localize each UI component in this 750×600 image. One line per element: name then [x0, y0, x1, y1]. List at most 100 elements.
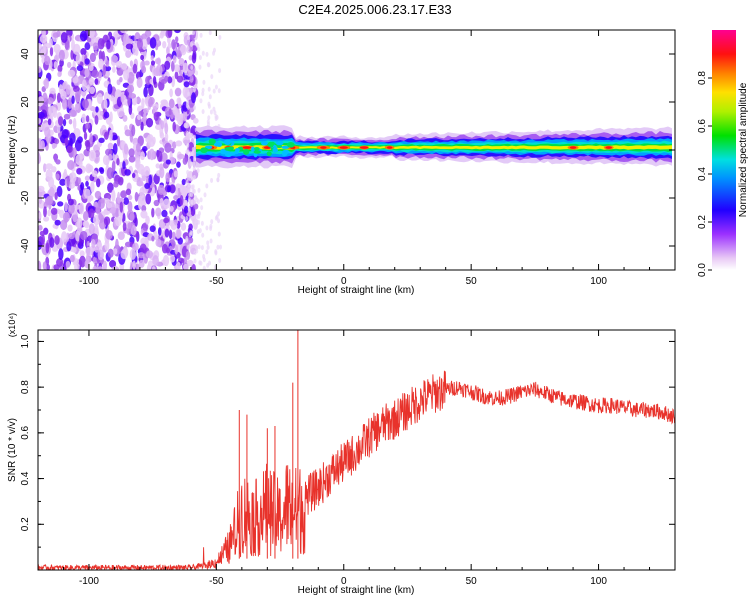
noise-blob — [175, 140, 183, 147]
noise-blob — [49, 87, 56, 95]
noise-blob — [88, 149, 97, 162]
noise-blob — [69, 132, 76, 145]
noise-blob — [176, 113, 184, 126]
noise-blob — [165, 172, 170, 183]
noise-blob — [199, 260, 203, 266]
noise-blob — [195, 245, 199, 251]
noise-blob — [181, 258, 185, 264]
noise-blob — [134, 191, 139, 202]
noise-blob — [185, 149, 189, 155]
noise-blob — [43, 216, 50, 222]
noise-blob — [109, 111, 113, 123]
noise-blob — [66, 61, 72, 69]
noise-blob — [180, 222, 187, 231]
noise-blob — [182, 62, 189, 74]
y-tick-label: 1.0 — [20, 334, 31, 348]
noise-blob — [125, 188, 132, 196]
noise-blob — [41, 234, 45, 245]
noise-blob — [123, 69, 130, 81]
noise-blob — [131, 124, 136, 137]
noise-blob — [61, 82, 67, 91]
noise-blob — [185, 250, 191, 261]
noise-blob — [184, 70, 188, 76]
band-blob — [216, 142, 222, 148]
noise-blob — [186, 259, 194, 267]
noise-blob — [97, 38, 105, 50]
noise-blob — [71, 39, 76, 52]
colorbar-gradient — [712, 30, 736, 270]
noise-blob — [208, 94, 212, 100]
noise-blob — [74, 103, 80, 111]
noise-blob — [82, 99, 89, 109]
noise-blob — [218, 258, 222, 264]
noise-blob — [129, 60, 134, 68]
y-tick-label: -20 — [20, 190, 31, 205]
noise-blob — [95, 178, 101, 188]
noise-blob — [183, 205, 189, 214]
noise-blob — [205, 249, 209, 255]
noise-blob — [164, 122, 169, 135]
band-blob — [281, 145, 290, 149]
noise-blob — [80, 182, 85, 191]
noise-blob — [105, 229, 113, 240]
noise-blob — [186, 244, 190, 250]
band-blob — [243, 148, 250, 155]
noise-blob — [209, 226, 213, 232]
noise-blob — [155, 163, 160, 169]
noise-blob — [208, 30, 212, 36]
noise-blob — [195, 70, 199, 76]
noise-blob — [70, 49, 74, 61]
noise-blob — [141, 97, 145, 110]
noise-blob — [189, 161, 193, 167]
noise-blob — [186, 169, 190, 175]
snr-frame — [37, 329, 676, 571]
noise-blob — [107, 248, 114, 258]
noise-blob — [196, 43, 200, 49]
noise-blob — [94, 78, 99, 85]
colorbar-axes: 0.0 0.2 0.4 0.6 0.8 — [697, 71, 712, 277]
noise-blob — [117, 231, 125, 241]
noise-blob — [198, 55, 202, 61]
noise-blob — [92, 265, 98, 270]
noise-blob — [45, 242, 50, 254]
snr-xlabel: Height of straight line (km) — [298, 585, 415, 596]
x-tick-label: 100 — [590, 576, 607, 587]
noise-blob — [79, 30, 88, 42]
noise-blob — [162, 40, 167, 49]
noise-blob — [207, 115, 211, 121]
noise-blob — [150, 60, 156, 66]
noise-blob — [85, 246, 93, 257]
x-tick-label: -50 — [209, 576, 224, 587]
noise-blob — [38, 185, 45, 193]
noise-blob — [88, 208, 95, 219]
noise-blob — [201, 50, 205, 56]
noise-blob — [153, 111, 159, 121]
noise-blob — [67, 160, 75, 170]
noise-blob — [128, 148, 135, 158]
noise-blob — [202, 265, 206, 270]
noise-blob — [120, 249, 128, 260]
noise-blob — [94, 245, 100, 253]
band-blob — [223, 139, 232, 146]
noise-blob — [55, 173, 60, 181]
noise-blob — [132, 43, 138, 56]
amplitude-spot — [242, 146, 252, 149]
noise-blob — [43, 206, 47, 218]
y-tick-label: -40 — [20, 238, 31, 253]
noise-blob — [151, 207, 155, 218]
noise-blob — [218, 68, 222, 74]
noise-blob — [196, 199, 200, 205]
noise-blob — [68, 118, 73, 125]
noise-blob — [151, 266, 156, 270]
noise-blob — [75, 53, 81, 65]
colorbar: 0.0 0.2 0.4 0.6 0.8 Normalized spectral ampl… — [697, 30, 749, 277]
noise-blob — [47, 118, 52, 126]
noise-blob — [79, 230, 88, 241]
noise-blob — [216, 177, 220, 183]
noise-blob — [188, 55, 193, 61]
noise-blob — [145, 193, 152, 205]
noise-blob — [165, 159, 171, 165]
x-tick-label: 50 — [466, 276, 478, 287]
noise-blob — [181, 178, 186, 186]
